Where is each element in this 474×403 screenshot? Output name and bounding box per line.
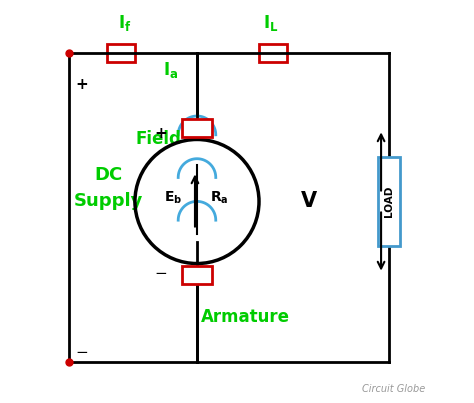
- Text: Supply: Supply: [74, 193, 144, 210]
- Text: $-$: $-$: [155, 264, 167, 278]
- Text: +: +: [75, 77, 88, 92]
- Text: $\mathbf{E_b}$: $\mathbf{E_b}$: [164, 189, 182, 206]
- Text: Field: Field: [135, 131, 181, 148]
- Text: $-$: $-$: [75, 343, 88, 357]
- Text: $\mathbf{I_f}$: $\mathbf{I_f}$: [118, 13, 132, 33]
- Text: $\mathbf{I_a}$: $\mathbf{I_a}$: [163, 60, 179, 81]
- Text: $\mathbf{R_a}$: $\mathbf{R_a}$: [210, 189, 228, 206]
- Bar: [107, 44, 135, 62]
- Text: DC: DC: [95, 166, 123, 185]
- Text: Armature: Armature: [201, 307, 290, 326]
- Text: +: +: [155, 127, 167, 141]
- Text: V: V: [301, 191, 317, 212]
- Text: LOAD: LOAD: [384, 186, 394, 217]
- Bar: [182, 266, 212, 284]
- Bar: [259, 44, 287, 62]
- Bar: [378, 158, 400, 245]
- Text: $\mathbf{I_L}$: $\mathbf{I_L}$: [263, 13, 279, 33]
- Text: Circuit Globe: Circuit Globe: [362, 384, 425, 394]
- Bar: [182, 119, 212, 137]
